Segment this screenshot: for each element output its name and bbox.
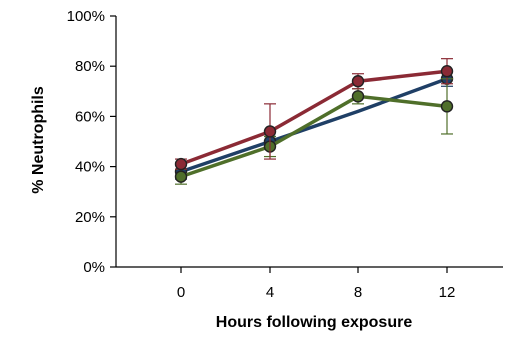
- data-point: [263, 125, 277, 138]
- series-3: [174, 58, 454, 171]
- data-point: [174, 157, 188, 171]
- data-point: [351, 75, 365, 88]
- x-tick-label: 0: [177, 284, 185, 301]
- x-axis: 0 4 8 12: [116, 266, 503, 301]
- x-axis-title: Hours following exposure: [216, 314, 413, 331]
- data-point: [174, 170, 188, 183]
- data-point: [440, 100, 454, 113]
- x-tick-label: 4: [266, 284, 274, 301]
- y-axis-title: % Neutrophils: [30, 86, 47, 194]
- data-point: [440, 65, 454, 78]
- data-point: [351, 90, 365, 103]
- y-tick-label: 40%: [75, 159, 105, 176]
- y-tick-label: 80%: [75, 58, 105, 75]
- series-layer: [174, 58, 454, 185]
- y-axis: 0% 20% 40% 60% 80% 100%: [67, 8, 117, 276]
- series-2: [174, 78, 454, 185]
- series-line: [179, 94, 449, 179]
- x-tick-label: 8: [354, 284, 362, 301]
- series-line: [179, 69, 449, 166]
- y-tick-label: 60%: [75, 108, 105, 125]
- y-tick-label: 20%: [75, 209, 105, 226]
- y-tick-label: 0%: [83, 259, 105, 276]
- series-line: [179, 77, 449, 174]
- y-tick-label: 100%: [67, 8, 105, 25]
- x-tick-label: 12: [439, 284, 456, 301]
